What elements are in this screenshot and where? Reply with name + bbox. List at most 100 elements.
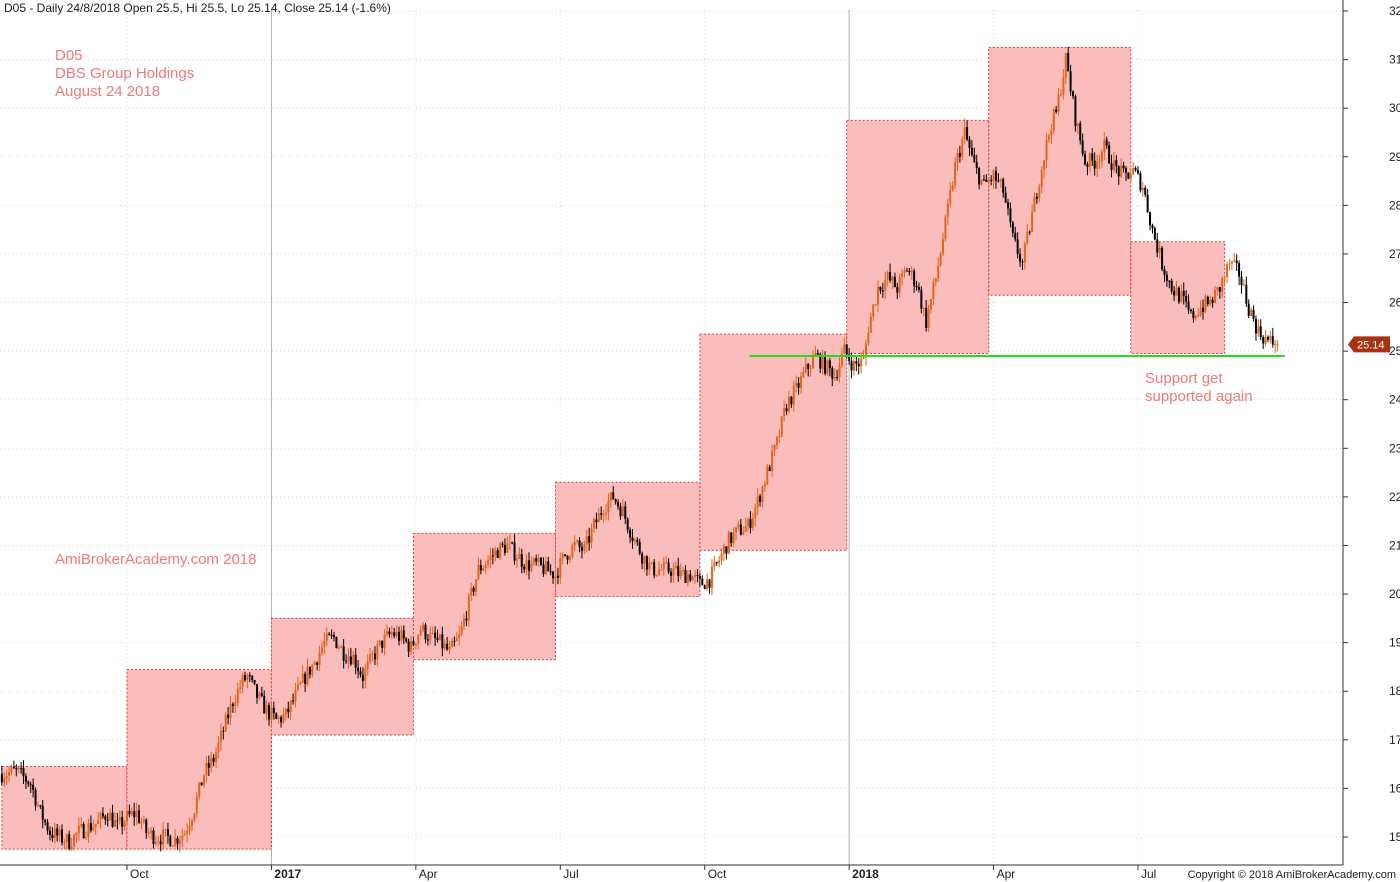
- candle: [1240, 271, 1243, 294]
- candle-body: [236, 688, 239, 703]
- candle: [1230, 260, 1233, 270]
- candle-body: [186, 830, 189, 834]
- last-price-badge-shape: [1348, 336, 1390, 353]
- candle: [956, 148, 959, 171]
- candle: [631, 528, 634, 549]
- candle-body: [833, 376, 836, 379]
- candle-body: [51, 834, 54, 838]
- candle: [1259, 319, 1262, 341]
- candle: [937, 257, 940, 283]
- candle: [453, 636, 456, 647]
- candle: [1185, 290, 1188, 308]
- candle-body: [229, 704, 232, 719]
- candle-body: [917, 287, 920, 290]
- candle: [162, 821, 165, 851]
- candle: [1177, 286, 1180, 304]
- candle: [679, 563, 682, 580]
- candle: [292, 693, 295, 705]
- y-tick-label: 18: [1389, 684, 1400, 698]
- candle: [195, 791, 198, 818]
- candle-body: [458, 634, 461, 639]
- candle: [990, 175, 993, 186]
- candle: [17, 767, 20, 773]
- candle-body: [46, 822, 49, 831]
- candle-body: [378, 640, 381, 645]
- candle: [1047, 133, 1050, 143]
- candle-body: [881, 290, 884, 292]
- candle: [224, 711, 227, 732]
- candle-body: [768, 466, 771, 471]
- candle: [747, 516, 750, 532]
- candle: [414, 643, 417, 650]
- candle-body: [200, 782, 203, 786]
- candle-body: [1110, 163, 1113, 170]
- candle: [737, 520, 740, 531]
- candle-body: [330, 635, 333, 637]
- candle-body: [85, 836, 88, 839]
- candle: [431, 626, 434, 635]
- y-tick-label: 31: [1389, 53, 1400, 67]
- candle: [1115, 154, 1118, 174]
- annotation-ticker: D05: [55, 47, 83, 64]
- candle: [973, 147, 976, 163]
- candle-body: [70, 846, 73, 850]
- candle: [8, 765, 11, 782]
- candle: [980, 179, 983, 186]
- candle-body: [34, 789, 37, 806]
- candle-body: [311, 664, 314, 675]
- candle: [1031, 203, 1034, 233]
- candle: [1173, 286, 1176, 302]
- candle-body: [364, 668, 367, 681]
- candle-body: [48, 830, 51, 835]
- y-tick-label: 15: [1389, 830, 1400, 844]
- candle-body: [672, 568, 675, 576]
- candle-body: [515, 558, 518, 561]
- candle: [345, 654, 348, 665]
- y-tick-label: 20: [1389, 587, 1400, 601]
- candle: [879, 286, 882, 294]
- candle: [101, 807, 104, 819]
- candle-body: [1214, 289, 1217, 303]
- candle-body: [239, 687, 242, 689]
- candle: [785, 403, 788, 416]
- candle: [1098, 154, 1101, 169]
- x-axis-ticks: Oct 2017 Apr Jul Oct 2018 Apr Jul: [126, 865, 1156, 881]
- candle-body: [573, 541, 576, 546]
- candle: [482, 565, 485, 572]
- candle-body: [118, 817, 121, 821]
- candle-body: [154, 842, 157, 844]
- candle-body: [958, 153, 961, 157]
- candle-body: [1088, 153, 1091, 167]
- candle-body: [299, 682, 302, 685]
- candle-body: [1124, 168, 1127, 173]
- candle: [359, 667, 362, 678]
- candle: [583, 540, 586, 554]
- candle: [75, 831, 78, 843]
- candle-body: [525, 560, 528, 570]
- candle-body: [994, 170, 997, 181]
- candle-body: [448, 647, 451, 650]
- candle: [426, 634, 429, 646]
- candle-body: [874, 304, 877, 306]
- candle: [22, 760, 25, 785]
- last-price-label: 25.14: [1357, 339, 1385, 351]
- candle-body: [1230, 261, 1233, 264]
- candle-body: [951, 185, 954, 190]
- candle: [145, 818, 148, 839]
- candle-body: [1007, 202, 1010, 209]
- candle-body: [617, 502, 620, 507]
- candle-body: [489, 555, 492, 560]
- candle: [48, 826, 51, 841]
- candle: [1033, 192, 1036, 213]
- candle-body: [1016, 239, 1019, 254]
- candle-body: [323, 640, 326, 648]
- candle-body: [1115, 160, 1118, 167]
- candle: [241, 672, 244, 694]
- candle: [24, 773, 27, 789]
- candle: [70, 837, 73, 851]
- candle-body: [1238, 263, 1241, 277]
- candle: [477, 557, 480, 581]
- candle: [732, 527, 735, 547]
- candle: [698, 572, 701, 587]
- candle: [703, 584, 706, 590]
